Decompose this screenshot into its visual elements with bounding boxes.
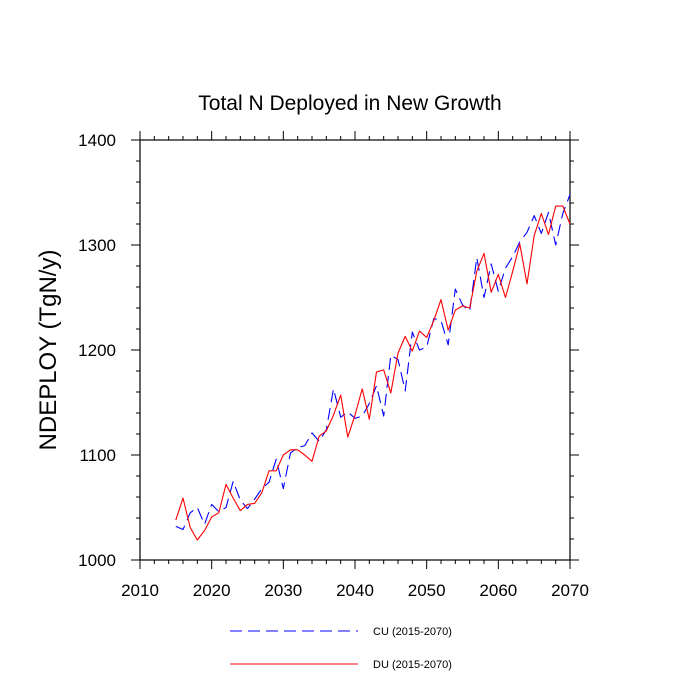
y-tick-label: 1200 [78,341,116,360]
x-tick-label: 2050 [408,581,446,600]
x-tick-label: 2070 [551,581,589,600]
x-tick-label: 2060 [479,581,517,600]
y-tick-label: 1400 [78,131,116,150]
x-tick-label: 2030 [264,581,302,600]
plot-frame [139,139,571,561]
x-tick-label: 2040 [336,581,374,600]
x-tick-label: 2010 [121,581,159,600]
y-axis-label: NDEPLOY (TgN/y) [35,250,62,451]
y-tick-label: 1300 [78,236,116,255]
series-line-cu [175,194,571,531]
legend-label: DU (2015-2070) [373,659,452,671]
y-tick-label: 1000 [78,551,116,570]
series-line-du [175,205,571,541]
chart-title: Total N Deployed in New Growth [198,92,501,115]
y-tick-label: 1100 [79,446,116,465]
legend-label: CU (2015-2070) [373,626,452,638]
x-tick-label: 2020 [193,581,231,600]
